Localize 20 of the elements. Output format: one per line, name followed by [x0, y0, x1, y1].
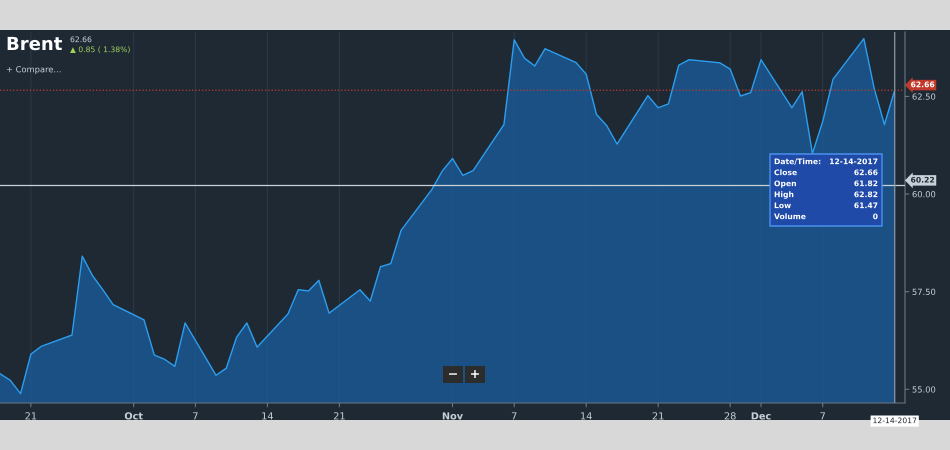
annotation: + [471, 370, 479, 378]
x-tick-label: 7 [820, 412, 825, 420]
x-tick-label: 7 [512, 412, 516, 420]
x-tick-label: 14 [262, 412, 274, 420]
y-tick-label: 62.50 [912, 93, 936, 100]
x-tick-label: Dec [752, 412, 771, 420]
y-tick-label: 60.00 [912, 191, 936, 198]
x-tick-label: 21 [25, 412, 36, 420]
x-tick-label: 7 [193, 412, 198, 420]
y-tick-label: 55.00 [912, 386, 936, 393]
x-tick-label: 14 [581, 412, 592, 420]
annotation: + Compare... [6, 66, 60, 74]
chart-title: Brent [8, 36, 62, 50]
x-tick-label: 21 [652, 412, 664, 420]
annotation: − [449, 373, 457, 375]
y-tick-label: 57.50 [912, 288, 936, 295]
x-tick-label: Nov [442, 412, 463, 420]
x-tick-label: 28 [724, 412, 736, 420]
x-tick-label: 21 [334, 412, 345, 420]
x-tick-label: Oct [124, 412, 143, 420]
